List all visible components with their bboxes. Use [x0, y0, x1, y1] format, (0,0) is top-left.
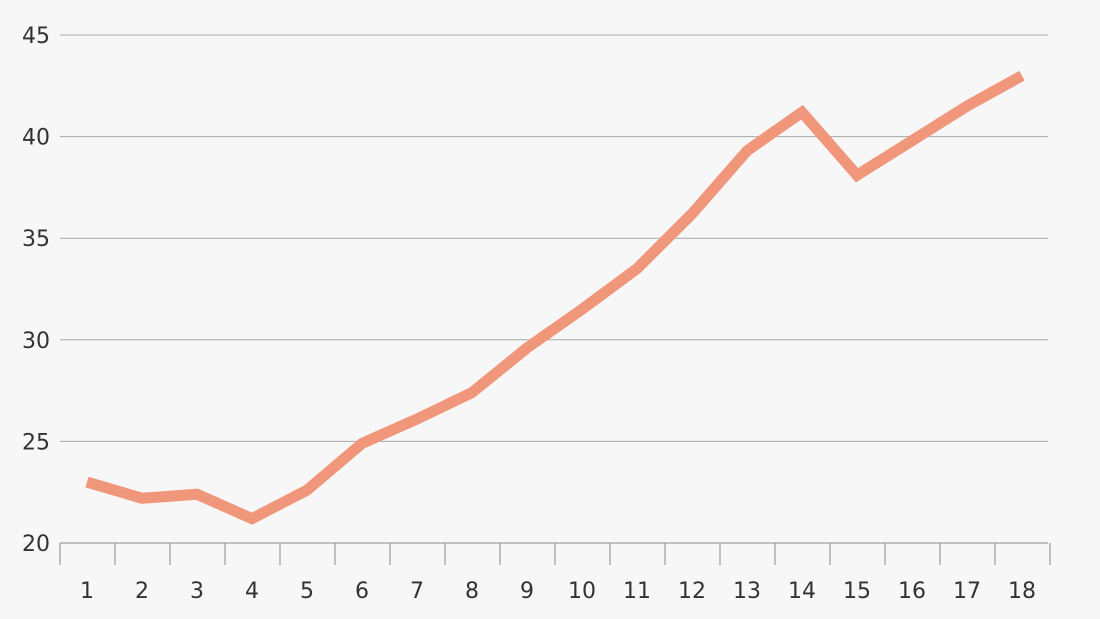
series-line-0 [85, 70, 1025, 525]
x-axis [59, 542, 1051, 565]
x-tick-label: 9 [520, 579, 534, 604]
x-tick-label: 8 [465, 579, 479, 604]
x-tick-label: 17 [953, 579, 981, 604]
x-tick-label: 10 [568, 579, 596, 604]
x-tick-label: 3 [190, 579, 204, 604]
x-tick-label: 16 [898, 579, 926, 604]
x-tick-label: 5 [300, 579, 314, 604]
y-tick-label: 45 [22, 24, 50, 49]
y-tick-label: 35 [22, 227, 50, 252]
x-tick-label: 13 [733, 579, 761, 604]
x-tick-label: 15 [843, 579, 871, 604]
y-tick-label: 25 [22, 430, 50, 455]
x-tick-label: 14 [788, 579, 816, 604]
x-tick-label: 2 [135, 579, 149, 604]
x-tick-label: 4 [245, 579, 259, 604]
y-tick-label: 40 [22, 126, 50, 151]
x-tick-label: 7 [410, 579, 424, 604]
y-tick-label: 20 [22, 532, 50, 557]
y-axis-tick-labels: 20 25 30 35 40 45 [22, 24, 50, 557]
x-tick-label: 6 [355, 579, 369, 604]
gridlines [60, 34, 1048, 442]
y-tick-label: 30 [22, 329, 50, 354]
x-tick-label: 18 [1008, 579, 1036, 604]
x-tick-label: 11 [623, 579, 651, 604]
x-axis-tick-labels: 1 2 3 4 5 6 7 8 9 10 11 12 13 14 15 16 17 18 [80, 579, 1036, 604]
x-tick-label: 12 [678, 579, 706, 604]
series-layer [85, 70, 1025, 525]
x-tick-label: 1 [80, 579, 94, 604]
